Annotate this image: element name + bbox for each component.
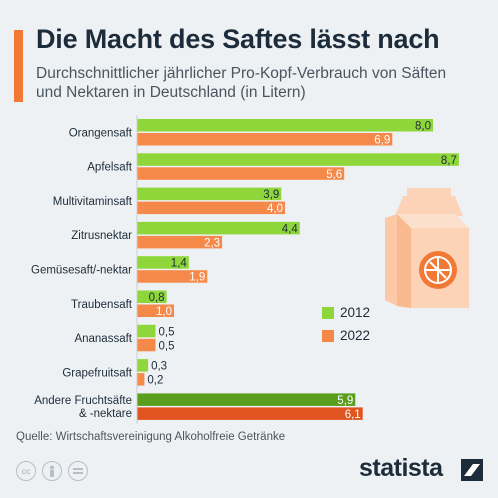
bar-2022	[137, 407, 363, 420]
bar-2012	[137, 393, 356, 406]
bar-2012	[137, 187, 282, 201]
page-title: Die Macht des Saftes lässt nach	[36, 24, 440, 54]
bar-2022	[137, 270, 208, 283]
category-label: Grapefruitsaft	[62, 367, 132, 379]
license-icons: cc	[16, 461, 88, 481]
statista-logo-icon[interactable]	[461, 459, 483, 481]
bar-value-label-2012: 0,3	[151, 361, 167, 373]
category-label: Multivitaminsaft	[53, 196, 133, 208]
bar-chart: Orangensaft 8,0 6,9 Apfelsaft 8,7 5,6 Multivit…	[31, 115, 459, 424]
bar-value-label-2022: 5,6	[326, 169, 342, 181]
title-accent-bar	[14, 30, 23, 102]
bar-value-label-2012: 1,4	[171, 258, 188, 270]
chart-legend: 2012 2022	[322, 305, 370, 351]
bar-2012	[137, 256, 189, 269]
bar-value-label-2022: 0,2	[147, 375, 163, 387]
legend-item-2022: 2022	[322, 328, 370, 343]
person-icon[interactable]	[42, 461, 62, 481]
bar-2022	[137, 338, 156, 352]
category-label: Apfelsaft	[87, 162, 133, 174]
page-subtitle: Durchschnittlicher jährlicher Pro-Kopf-V…	[36, 65, 447, 101]
equals-icon[interactable]	[68, 461, 88, 481]
bar-value-label-2012: 8,7	[441, 155, 457, 167]
bar-2012	[137, 119, 433, 132]
bar-2022	[137, 201, 285, 215]
category-label: Ananassaft	[74, 333, 132, 345]
bar-value-label-2022: 0,5	[159, 340, 175, 352]
bar-value-label-2012: 5,9	[337, 395, 353, 407]
legend-item-2012: 2012	[322, 305, 370, 320]
bar-2012	[137, 324, 156, 338]
legend-label-2012: 2012	[340, 305, 371, 320]
cc-icon[interactable]: cc	[16, 461, 36, 481]
legend-swatch-2022	[322, 329, 334, 342]
bar-2022	[137, 133, 393, 146]
juice-carton-icon	[385, 188, 469, 308]
bar-value-label-2022: 1,9	[189, 272, 205, 284]
bar-2012	[137, 221, 300, 235]
category-label: Traubensaft	[71, 299, 133, 311]
bar-value-label-2012: 0,5	[159, 326, 175, 338]
bar-value-label-2022: 4,0	[267, 203, 283, 215]
bar-2022	[137, 167, 345, 180]
bar-value-label-2022: 1,0	[156, 306, 172, 318]
bar-value-label-2012: 3,9	[263, 189, 279, 201]
bar-2012	[137, 290, 167, 303]
category-label: Gemüsesaft/-nektar	[31, 264, 132, 276]
bar-2022	[137, 235, 223, 249]
bar-value-label-2012: 4,4	[282, 223, 299, 235]
statista-logo-text[interactable]: statista	[359, 454, 443, 482]
legend-label-2022: 2022	[340, 328, 371, 343]
source-note: Quelle: Wirtschaftsvereinigung Alkoholfr…	[16, 431, 286, 443]
category-label: Orangensaft	[69, 127, 133, 139]
bar-value-label-2012: 0,8	[149, 292, 165, 304]
bar-value-label-2022: 6,1	[345, 409, 361, 421]
category-label: Andere Fruchtsäfte & -nektare	[34, 395, 132, 420]
bar-2022	[137, 373, 145, 386]
bar-2012	[137, 359, 149, 372]
bar-value-label-2022: 6,9	[374, 135, 390, 147]
bar-2022	[137, 304, 174, 317]
legend-swatch-2012	[322, 306, 334, 319]
bar-2012	[137, 153, 459, 166]
bar-value-label-2012: 8,0	[415, 121, 431, 133]
bar-value-label-2022: 2,3	[204, 237, 220, 249]
category-label: Zitrusnektar	[71, 230, 132, 242]
